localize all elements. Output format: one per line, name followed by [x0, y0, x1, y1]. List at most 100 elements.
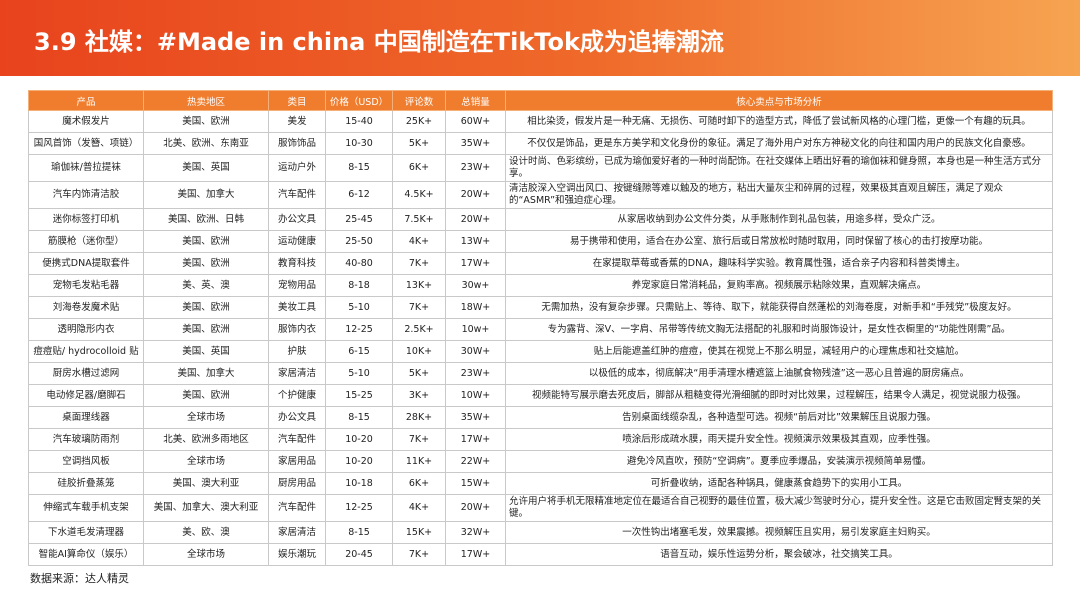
table-cell: 美国、欧洲	[143, 252, 269, 275]
table-cell: 美国、欧洲、日韩	[143, 208, 269, 231]
table-cell: 23W+	[445, 362, 506, 385]
table-cell: 8-15	[325, 154, 393, 182]
table-cell: 喷涂后形成疏水膜，雨天提升安全性。视频演示效果极其直观，应季性强。	[505, 428, 1053, 451]
table-cell: 8-15	[325, 521, 393, 544]
table-cell: 2.5K+	[392, 318, 446, 341]
table-cell: 4K+	[392, 230, 446, 253]
table-cell: 教育科技	[268, 252, 326, 275]
table-row: 桌面理线器 全球市场 办公文具 8-15 28K+ 35W+ 告别桌面线缆杂乱，各种造型可选…	[28, 406, 1053, 429]
table-row: 厨房水槽过滤网 美国、加拿大 家居清洁 5-10 5K+ 23W+ 以极低的成本，彻底解决“…	[28, 362, 1053, 385]
table-cell: 迷你标签打印机	[28, 208, 144, 231]
table-row: 刘海卷发魔术贴 美国、欧洲 美妆工具 5-10 7K+ 18W+ 无需加热，没有复杂步骤。只…	[28, 296, 1053, 319]
table-cell: 国风首饰（发簪、项链）	[28, 132, 144, 155]
table-cell: 17W+	[445, 428, 506, 451]
table-cell: 20-45	[325, 543, 393, 566]
table-cell: 以极低的成本，彻底解决“用手清理水槽遮篮上油腻食物残渣”这一恶心且普遍的厨房痛点…	[505, 362, 1053, 385]
header-bar	[0, 0, 1080, 76]
table-cell: 易于携带和使用，适合在办公室、旅行后或日常放松时随时取用，同时保留了核心的击打按…	[505, 230, 1053, 253]
product-table: 产品 热卖地区 类目 价格（USD） 评论数 总销量 核心卖点与市场分析 魔术假发片 美国、欧…	[28, 90, 1053, 566]
table-cell: 22W+	[445, 450, 506, 473]
table-cell: 汽车玻璃防雨剂	[28, 428, 144, 451]
table-cell: 避免冷风直吹，预防“空调病”。夏季应季爆品，安装演示视频简单易懂。	[505, 450, 1053, 473]
table-cell: 办公文具	[268, 406, 326, 429]
table-cell: 6K+	[392, 154, 446, 182]
table-cell: 8-18	[325, 274, 393, 297]
table-row: 宠物毛发粘毛器 美、英、澳 宠物用品 8-18 13K+ 30w+ 养宠家庭日常消耗品，复购…	[28, 274, 1053, 297]
table-cell: 18W+	[445, 296, 506, 319]
table-cell: 15K+	[392, 521, 446, 544]
table-cell: 下水道毛发清理器	[28, 521, 144, 544]
column-header: 评论数	[392, 90, 446, 111]
table-cell: 美国、欧洲	[143, 296, 269, 319]
table-cell: 美国、欧洲	[143, 230, 269, 253]
table-cell: 28K+	[392, 406, 446, 429]
table-cell: 13W+	[445, 230, 506, 253]
table-cell: 10-20	[325, 428, 393, 451]
table-cell: 12-25	[325, 318, 393, 341]
table-cell: 美国、加拿大	[143, 362, 269, 385]
column-header: 热卖地区	[143, 90, 269, 111]
table-cell: 5-10	[325, 296, 393, 319]
table-cell: 家居清洁	[268, 362, 326, 385]
table-cell: 15-25	[325, 384, 393, 407]
table-cell: 20W+	[445, 494, 506, 522]
table-cell: 10-30	[325, 132, 393, 155]
table-row: 空调挡风板 全球市场 家居用品 10-20 11K+ 22W+ 避免冷风直吹，预防“空调病”…	[28, 450, 1053, 473]
table-cell: 13K+	[392, 274, 446, 297]
table-cell: 便携式DNA提取套件	[28, 252, 144, 275]
table-cell: 10-20	[325, 450, 393, 473]
table-cell: 8-15	[325, 406, 393, 429]
table-cell: 一次性钩出堵塞毛发，效果震撼。视频解压且实用，易引发家庭主妇购买。	[505, 521, 1053, 544]
table-cell: 魔术假发片	[28, 110, 144, 133]
table-cell: 15-40	[325, 110, 393, 133]
table-row: 电动修足器/磨脚石 美国、欧洲 个护健康 15-25 3K+ 10W+ 视频能特写展示磨去死…	[28, 384, 1053, 407]
table-cell: 美国、英国	[143, 340, 269, 363]
table-cell: 运动健康	[268, 230, 326, 253]
table-cell: 7K+	[392, 543, 446, 566]
header-row: 产品 热卖地区 类目 价格（USD） 评论数 总销量 核心卖点与市场分析	[28, 90, 1053, 111]
table-cell: 3K+	[392, 384, 446, 407]
table-cell: 硅胶折叠蒸笼	[28, 472, 144, 495]
table-cell: 专为露背、深V、一字肩、吊带等传统文胸无法搭配的礼服和时尚服饰设计，是女性衣橱里…	[505, 318, 1053, 341]
table-cell: 设计时尚、色彩缤纷，已成为瑜伽爱好者的一种时尚配饰。在社交媒体上晒出好看的瑜伽袜…	[505, 154, 1053, 182]
table-cell: 5-10	[325, 362, 393, 385]
table-cell: 4K+	[392, 494, 446, 522]
table-cell: 美妆工具	[268, 296, 326, 319]
table-cell: 无需加热，没有复杂步骤。只需贴上、等待、取下，就能获得自然蓬松的刘海卷度，对新手…	[505, 296, 1053, 319]
table-cell: 10-18	[325, 472, 393, 495]
table-row: 筋膜枪（迷你型） 美国、欧洲 运动健康 25-50 4K+ 13W+ 易于携带和使用，适合在…	[28, 230, 1053, 253]
table-row: 透明隐形内衣 美国、欧洲 服饰内衣 12-25 2.5K+ 10w+ 专为露背、深V、一字肩…	[28, 318, 1053, 341]
table-cell: 全球市场	[143, 543, 269, 566]
table-row: 魔术假发片 美国、欧洲 美发 15-40 25K+ 60W+ 相比染烫，假发片是一种无痛、无…	[28, 110, 1053, 133]
column-header: 类目	[268, 90, 326, 111]
table-cell: 30w+	[445, 274, 506, 297]
table-cell: 40-80	[325, 252, 393, 275]
table-cell: 6K+	[392, 472, 446, 495]
table-cell: 15W+	[445, 472, 506, 495]
table-cell: 25-50	[325, 230, 393, 253]
table-cell: 美国、加拿大、澳大利亚	[143, 494, 269, 522]
table-cell: 23W+	[445, 154, 506, 182]
table-cell: 35W+	[445, 132, 506, 155]
table-cell: 伸缩式车载手机支架	[28, 494, 144, 522]
table-cell: 4.5K+	[392, 181, 446, 209]
table-cell: 汽车配件	[268, 181, 326, 209]
table-cell: 5K+	[392, 362, 446, 385]
table-cell: 办公文具	[268, 208, 326, 231]
table-cell: 厨房水槽过滤网	[28, 362, 144, 385]
table-cell: 10K+	[392, 340, 446, 363]
table-cell: 汽车配件	[268, 428, 326, 451]
table-cell: 美、欧、澳	[143, 521, 269, 544]
table-row: 汽车内饰清洁胶 美国、加拿大 汽车配件 6-12 4.5K+ 20W+ 清洁胶深入空调出风口…	[28, 181, 1053, 209]
table-cell: 30W+	[445, 340, 506, 363]
table-cell: 运动户外	[268, 154, 326, 182]
table-cell: 养宠家庭日常消耗品，复购率高。视频展示粘除效果，直观解决痛点。	[505, 274, 1053, 297]
table-cell: 17W+	[445, 543, 506, 566]
table-cell: 17W+	[445, 252, 506, 275]
table-cell: 美国、英国	[143, 154, 269, 182]
table-cell: 在家提取草莓或香蕉的DNA，趣味科学实验。教育属性强，适合亲子内容和科普类博主。	[505, 252, 1053, 275]
table-cell: 6-12	[325, 181, 393, 209]
title: 3.9 社媒：#Made in china 中国制造在TikTok成为追捧潮流	[34, 28, 724, 56]
table-cell: 7K+	[392, 428, 446, 451]
column-header: 核心卖点与市场分析	[505, 90, 1053, 111]
